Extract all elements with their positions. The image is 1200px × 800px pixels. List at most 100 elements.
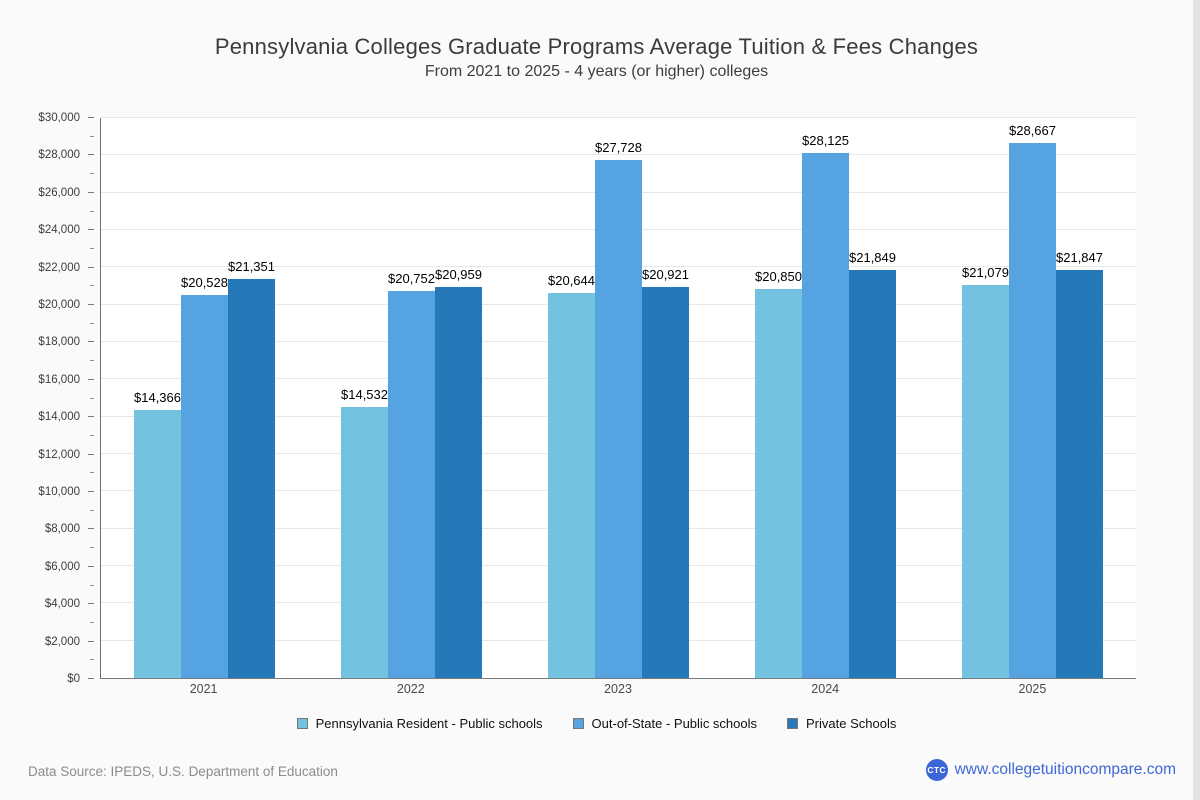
y-tick-label: $0 — [67, 673, 80, 685]
y-axis-tick — [88, 154, 94, 156]
y-axis-tick — [88, 229, 94, 231]
x-tick-label-2025: 2025 — [1018, 682, 1047, 696]
bar-group-2025: $21,079 $28,667 $21,847 — [929, 118, 1136, 678]
ctc-logo-icon[interactable]: CTC — [925, 759, 948, 781]
bar-column: $21,079 — [962, 118, 1009, 678]
data-source-note: Data Source: IPEDS, U.S. Department of E… — [28, 764, 338, 779]
y-tick-label: $22,000 — [38, 261, 80, 274]
y-tick-label: $6,000 — [44, 560, 80, 573]
bar-column: $14,366 — [134, 118, 181, 678]
bar-column: $21,847 — [1056, 118, 1103, 678]
y-tick-label: $10,000 — [38, 486, 80, 498]
bar-group-2022: $14,532 $20,752 $20,959 — [308, 118, 515, 678]
y-tick-label: $14,000 — [38, 411, 80, 424]
y-axis-minor-tick — [90, 210, 94, 212]
bar-value-label: $27,728 — [595, 140, 642, 156]
y-axis-tick — [88, 304, 94, 305]
y-axis-tick — [88, 378, 94, 380]
legend-marker-icon — [296, 718, 308, 729]
y-tick-label: $30,000 — [38, 112, 80, 124]
bar-2022-series1 — [341, 406, 388, 678]
bar-value-label: $28,667 — [1009, 122, 1056, 138]
y-axis-tick — [88, 565, 94, 567]
bar-2025-series2 — [1009, 142, 1056, 678]
bar-column: $28,125 — [802, 118, 849, 678]
y-axis-minor-tick — [90, 584, 94, 586]
x-tick-label-2021: 2021 — [189, 682, 218, 696]
bar-2021-series3 — [228, 279, 275, 678]
y-axis-minor-tick — [90, 135, 94, 137]
y-axis-tick — [88, 640, 94, 642]
bar-2023-series2 — [595, 160, 642, 678]
bar-column: $28,667 — [1009, 118, 1056, 678]
y-axis: $0 $2,000 $4,000 $6,000 $8,000 $10,000 $12,000… — [0, 112, 94, 685]
bar-column: $20,644 — [548, 118, 595, 678]
legend-label: Private Schools — [806, 716, 897, 731]
bar-value-label: $20,752 — [388, 270, 435, 286]
bar-2024-series3 — [849, 270, 896, 678]
y-axis-tick — [88, 117, 94, 118]
bar-2024-series1 — [755, 288, 802, 678]
x-tick-label-2023: 2023 — [604, 682, 632, 696]
bar-group-2023: $20,644 $27,728 $20,921 — [515, 118, 722, 678]
bar-2023-series3 — [642, 287, 689, 678]
bar-value-label: $20,528 — [181, 274, 228, 290]
y-tick-label: $18,000 — [38, 336, 80, 349]
y-axis-tick — [88, 191, 94, 193]
bar-2022-series2 — [388, 290, 435, 678]
legend-marker-icon — [572, 718, 584, 729]
y-axis-tick — [88, 603, 94, 605]
bar-value-label: $20,644 — [548, 272, 595, 288]
bar-2022-series3 — [435, 286, 482, 678]
y-axis-minor-tick — [90, 322, 94, 324]
bar-group-2024: $20,850 $28,125 $21,849 — [722, 118, 929, 678]
y-axis-tick — [88, 266, 94, 268]
bar-2021-series2 — [181, 294, 228, 678]
bar-value-label: $21,847 — [1056, 250, 1103, 266]
bar-value-label: $28,125 — [802, 133, 849, 148]
y-tick-label: $2,000 — [44, 635, 80, 648]
bar-value-label: $20,921 — [642, 267, 689, 283]
y-axis-minor-tick — [90, 621, 94, 623]
y-axis-tick — [88, 528, 94, 530]
legend-label: Out-of-State - Public schools — [591, 716, 758, 731]
y-axis-tick — [88, 491, 94, 492]
bar-column: $20,752 — [388, 118, 435, 678]
bar-value-label: $14,532 — [341, 386, 388, 402]
chart-subtitle: From 2021 to 2025 - 4 years (or higher) … — [424, 63, 769, 80]
bar-column: $27,728 — [595, 118, 642, 678]
y-axis-minor-tick — [90, 547, 94, 549]
y-tick-label: $8,000 — [44, 523, 80, 536]
legend: Pennsylvania Resident - Public schools Ou… — [0, 716, 1193, 731]
y-axis-minor-tick — [90, 397, 94, 399]
y-tick-label: $16,000 — [38, 373, 80, 386]
website-link[interactable]: www.collegetuitioncompare.com — [954, 761, 1176, 778]
y-axis-tick — [88, 416, 94, 418]
scrollbar-track[interactable] — [1193, 0, 1200, 800]
y-axis-minor-tick — [90, 472, 94, 474]
y-axis-minor-tick — [90, 659, 94, 661]
y-axis-minor-tick — [90, 247, 94, 249]
legend-item: Private Schools — [787, 716, 896, 731]
legend-label: Pennsylvania Resident - Public schools — [315, 716, 543, 731]
y-tick-label: $20,000 — [38, 299, 80, 311]
bar-2025-series1 — [962, 284, 1009, 678]
chart-title: Pennsylvania Colleges Graduate Programs … — [214, 34, 979, 59]
y-axis-minor-tick — [90, 434, 94, 436]
y-axis-tick — [88, 453, 94, 455]
x-tick-label-2024: 2024 — [811, 682, 840, 696]
x-axis: 2021 2022 2023 2024 2025 — [100, 682, 1136, 696]
gridline — [101, 154, 1136, 156]
bar-value-label: $20,850 — [755, 268, 802, 284]
bar-group-2021: $14,366 $20,528 $21,351 — [101, 118, 308, 678]
plot-wrap: $0 $2,000 $4,000 $6,000 $8,000 $10,000 $12,000… — [0, 112, 1193, 685]
y-axis-minor-tick — [90, 173, 94, 175]
y-tick-label: $4,000 — [44, 598, 80, 611]
bar-2024-series2 — [802, 153, 849, 678]
footer-brand: CTC www.collegetuitioncompare.com — [925, 759, 1176, 781]
plot-area: $14,366 $20,528 $21,351 $14,532 $20,752 $20,9… — [100, 117, 1136, 679]
y-axis-minor-tick — [90, 509, 94, 511]
legend-item: Pennsylvania Resident - Public schools — [296, 716, 543, 731]
bar-column: $20,850 — [755, 118, 802, 678]
